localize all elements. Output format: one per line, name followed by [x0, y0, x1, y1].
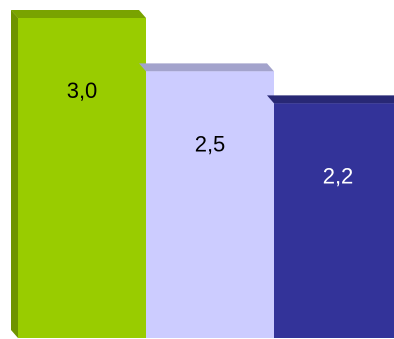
bar-front-face: [274, 103, 394, 338]
bar-top-face: [11, 10, 146, 18]
bar-side-face: [11, 10, 18, 338]
bars-group: [11, 10, 394, 338]
bar-second: [139, 63, 274, 338]
bar-front-face: [146, 71, 274, 338]
value-labels-group: 3,0 2,5 2,2: [67, 78, 354, 188]
value-label-third: 2,2: [323, 163, 354, 188]
bar-top-face: [139, 63, 274, 72]
value-label-first: 3,0: [67, 78, 98, 103]
bar-front-face: [18, 18, 146, 338]
bar-first: [11, 10, 146, 338]
bar-third: [267, 95, 394, 338]
value-label-second: 2,5: [195, 131, 226, 156]
bar-top-face: [267, 95, 394, 104]
